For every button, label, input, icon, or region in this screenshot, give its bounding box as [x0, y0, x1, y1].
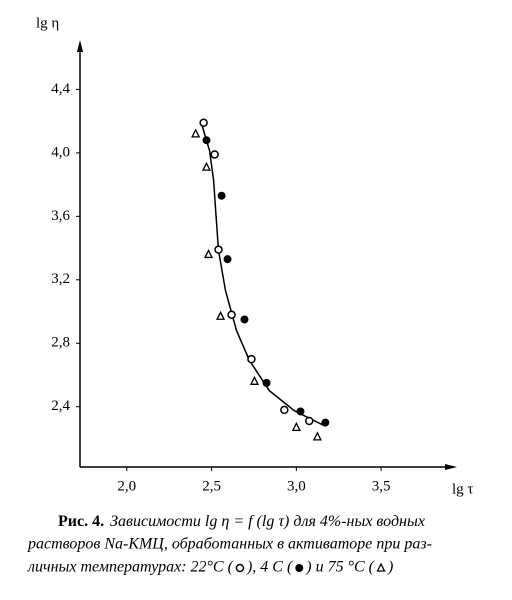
open-circle [280, 405, 289, 415]
open-circle [199, 118, 208, 127]
caption-line: растворов Na-КМЦ, обработанных в активат… [27, 536, 432, 553]
filled-circle [296, 407, 305, 416]
x-arrow [445, 464, 457, 470]
filled-circle [321, 418, 330, 427]
triangle [216, 310, 226, 320]
caption-text: личных температурах: 22°C ( [27, 559, 235, 576]
triangle [191, 128, 201, 138]
triangle [291, 421, 301, 431]
triangle [203, 248, 214, 259]
triangle [249, 375, 260, 385]
y-axis-label: lg η [36, 15, 59, 31]
y-tick-label: 3,2 [51, 271, 70, 287]
triangle [201, 161, 212, 171]
x-tick-label: 2,0 [117, 478, 136, 494]
caption-text: Зависимости lg η = f (lg τ) для 4%-ных в… [110, 513, 425, 530]
open-circle [305, 416, 314, 426]
caption-text: ) и 75 °C ( [305, 559, 375, 576]
caption-symbol [295, 564, 304, 572]
filled-circle [240, 315, 249, 324]
y-tick-label: 2,8 [51, 335, 70, 351]
y-arrow [77, 40, 83, 52]
x-tick-label: 3,5 [372, 478, 391, 494]
open-circle [247, 354, 256, 364]
y-tick-label: 2,4 [51, 398, 70, 414]
x-tick-label: 2,5 [202, 478, 221, 494]
filled-circle [262, 378, 271, 387]
caption-text: ) [387, 559, 393, 576]
x-axis-label: lg τ [452, 481, 473, 497]
open-circle [214, 245, 223, 254]
y-tick-label: 4,4 [51, 81, 70, 97]
y-tick-label: 4,0 [51, 144, 70, 160]
open-circle [210, 150, 219, 159]
x-tick-label: 3,0 [287, 478, 306, 494]
caption-label: Рис. 4. [58, 513, 104, 530]
filled-circle [223, 255, 232, 264]
caption-line: Рис. 4. Зависимости lg η = f (lg τ) для 4… [58, 513, 425, 530]
open-circle [227, 310, 236, 319]
filled-circle [217, 191, 226, 200]
caption-symbol [376, 562, 386, 572]
filled-circle [202, 136, 211, 145]
caption-symbol [235, 563, 245, 573]
triangle [312, 431, 322, 441]
fit-curve [199, 120, 325, 427]
caption-text: ), 4 C ( [246, 559, 294, 576]
y-tick-label: 3,6 [51, 208, 70, 224]
